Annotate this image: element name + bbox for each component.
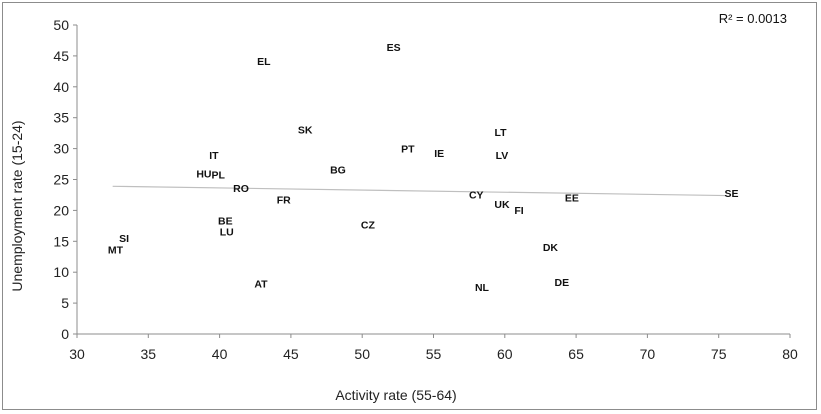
data-point-el: EL	[257, 56, 271, 68]
data-point-pt: PT	[401, 144, 415, 156]
y-tick-label: 0	[61, 326, 69, 342]
data-point-sk: SK	[298, 124, 313, 136]
data-point-ro: RO	[233, 183, 249, 195]
data-point-ee: EE	[565, 192, 579, 204]
y-axis-ticks: 0 5 10 15 20 25 30 35 40 45 50	[53, 17, 77, 342]
data-point-it: IT	[209, 150, 219, 162]
data-point-labels: ES EL SK LT PT IE LV IT BG HU PL RO CY SE EE FR UK FI BE CZ…	[108, 42, 739, 294]
data-point-ie: IE	[434, 148, 444, 160]
data-point-si: SI	[119, 233, 129, 245]
x-tick-label: 80	[782, 346, 798, 362]
x-axis-ticks: 30 35 40 45 50 55 60 65 70 75 80	[69, 334, 798, 362]
y-tick-label: 50	[53, 17, 69, 33]
x-axis-title: Activity rate (55-64)	[335, 387, 456, 403]
x-tick-label: 70	[640, 346, 656, 362]
data-point-hu: HU	[196, 168, 211, 180]
data-point-be: BE	[218, 215, 233, 227]
y-tick-label: 35	[53, 110, 69, 126]
data-point-dk: DK	[543, 242, 559, 254]
data-point-cz: CZ	[361, 220, 376, 232]
data-point-fi: FI	[514, 205, 523, 217]
x-tick-label: 35	[141, 346, 157, 362]
trendline	[112, 185, 726, 197]
x-tick-label: 55	[426, 346, 442, 362]
x-tick-label: 40	[212, 346, 228, 362]
y-tick-label: 40	[53, 79, 69, 95]
data-point-cy: CY	[469, 189, 484, 201]
data-point-bg: BG	[330, 165, 346, 177]
y-tick-label: 15	[53, 233, 69, 249]
data-point-nl: NL	[475, 282, 490, 294]
y-tick-label: 5	[61, 295, 69, 311]
x-tick-label: 60	[497, 346, 513, 362]
data-point-at: AT	[254, 278, 268, 290]
data-point-mt: MT	[108, 244, 124, 256]
data-point-es: ES	[387, 42, 401, 54]
x-tick-label: 75	[711, 346, 727, 362]
data-point-lu: LU	[220, 226, 234, 238]
data-point-se: SE	[725, 188, 739, 200]
y-tick-label: 25	[53, 172, 69, 188]
chart-frame	[2, 2, 817, 410]
x-tick-label: 65	[568, 346, 584, 362]
y-tick-label: 20	[53, 202, 69, 218]
data-point-de: DE	[555, 277, 570, 289]
y-axis-title: Unemployment rate (15-24)	[9, 120, 25, 291]
y-tick-label: 30	[53, 141, 69, 157]
data-point-lv: LV	[496, 150, 509, 162]
x-tick-label: 50	[354, 346, 370, 362]
r-squared-annotation: R² = 0.0013	[719, 11, 787, 26]
x-tick-label: 30	[69, 346, 85, 362]
x-tick-label: 45	[283, 346, 299, 362]
data-point-pl: PL	[211, 170, 225, 182]
data-point-lt: LT	[494, 127, 507, 139]
data-point-uk: UK	[494, 199, 510, 211]
data-point-fr: FR	[277, 194, 291, 206]
y-tick-label: 45	[53, 48, 69, 64]
y-tick-label: 10	[53, 264, 69, 280]
